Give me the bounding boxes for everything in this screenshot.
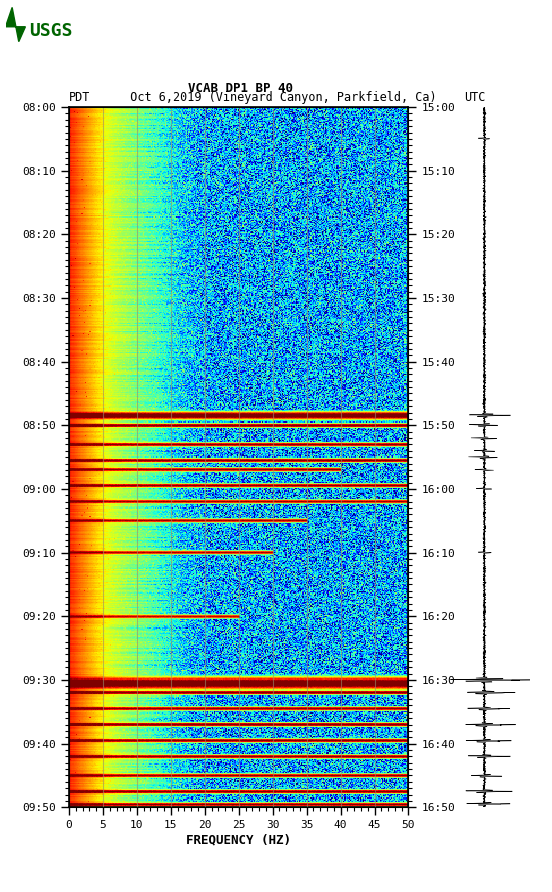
- Polygon shape: [6, 7, 25, 42]
- Text: Oct 6,2019 (Vineyard Canyon, Parkfield, Ca): Oct 6,2019 (Vineyard Canyon, Parkfield, …: [116, 91, 437, 104]
- X-axis label: FREQUENCY (HZ): FREQUENCY (HZ): [186, 833, 291, 847]
- Text: VCAB DP1 BP 40: VCAB DP1 BP 40: [188, 81, 293, 95]
- Text: PDT: PDT: [69, 91, 91, 104]
- Text: UTC: UTC: [464, 91, 485, 104]
- Text: USGS: USGS: [29, 22, 72, 40]
